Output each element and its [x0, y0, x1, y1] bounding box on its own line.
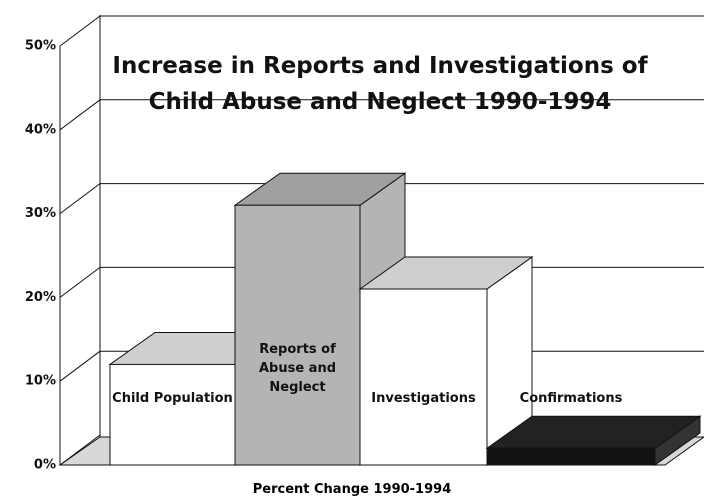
chart-title: Increase in Reports and Investigations o… [112, 53, 648, 115]
tick-mark [59, 99, 101, 131]
bar [486, 447, 656, 466]
bar [359, 288, 488, 466]
bar [234, 204, 361, 466]
bar-label: Investigations [371, 390, 476, 406]
bar-label: Reports of Abuse and Neglect [258, 341, 337, 395]
tick-mark [59, 434, 101, 466]
bar [109, 363, 236, 466]
tick-mark [59, 350, 101, 382]
y-tick-label: 0% [34, 458, 56, 473]
tick-mark [59, 183, 101, 215]
tick-mark [59, 15, 101, 47]
y-tick-label: 10% [25, 374, 56, 389]
bar-label: Confirmations [519, 390, 623, 406]
y-tick-label: 30% [25, 206, 56, 221]
bar-label: Child Population [112, 390, 233, 406]
x-axis-label: Percent Change 1990-1994 [252, 482, 452, 497]
y-tick-label: 40% [25, 122, 56, 137]
y-tick-label: 20% [25, 290, 56, 305]
tick-mark [59, 266, 101, 298]
y-tick-label: 50% [25, 39, 56, 54]
